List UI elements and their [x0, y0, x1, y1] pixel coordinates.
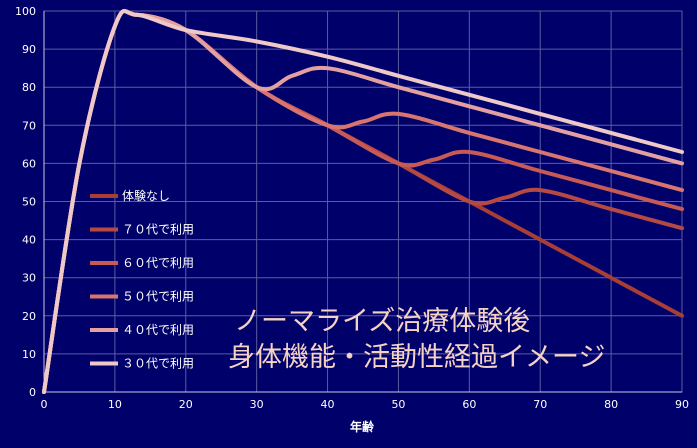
series-lines — [42, 9, 684, 394]
y-tick-label: 30 — [22, 272, 36, 285]
y-tick-label: 70 — [22, 119, 36, 132]
x-tick-label: 0 — [41, 398, 48, 411]
y-tick-label: 50 — [22, 196, 36, 209]
x-tick-label: 10 — [108, 398, 122, 411]
series-line-5 — [42, 9, 684, 394]
x-tick-label: 50 — [391, 398, 405, 411]
x-axis-label: 年齢 — [350, 419, 375, 434]
x-tick-label: 20 — [179, 398, 193, 411]
x-tick-label: 80 — [604, 398, 618, 411]
tick-labels: 0 10 20 30 40 50 60 70 80 90 100 0 10 20 30 40 50 60 70 80 9… — [15, 5, 689, 411]
y-tick-label: 10 — [22, 348, 36, 361]
legend-label-5: ３０代で利用 — [122, 357, 194, 371]
annotation-line-2: 身体機能・活動性経過イメージ — [228, 342, 605, 373]
y-tick-label: 40 — [22, 234, 36, 247]
legend-label-1: ７０代で利用 — [122, 223, 194, 237]
y-tick-label: 20 — [22, 310, 36, 323]
axes — [43, 10, 683, 393]
legend-label-4: ４０代で利用 — [122, 323, 194, 337]
legend-label-3: ５０代で利用 — [122, 290, 194, 304]
legend-label-2: ６０代で利用 — [122, 256, 194, 270]
y-tick-label: 60 — [22, 157, 36, 170]
legend: 体験なし ７０代で利用 ６０代で利用 ５０代で利用 ４０代で利用 ３０代で利用 — [90, 188, 194, 371]
y-tick-label: 80 — [22, 81, 36, 94]
y-tick-label: 90 — [22, 43, 36, 56]
legend-label-0: 体験なし — [122, 188, 170, 203]
x-tick-label: 70 — [533, 398, 547, 411]
annotation-line-1: ノーマライズ治療体験後 — [234, 306, 530, 337]
x-tick-label: 60 — [462, 398, 476, 411]
y-tick-label: 0 — [29, 386, 36, 399]
y-tick-label: 100 — [15, 5, 36, 18]
x-tick-label: 90 — [675, 398, 689, 411]
x-tick-label: 30 — [250, 398, 264, 411]
x-tick-label: 40 — [321, 398, 335, 411]
